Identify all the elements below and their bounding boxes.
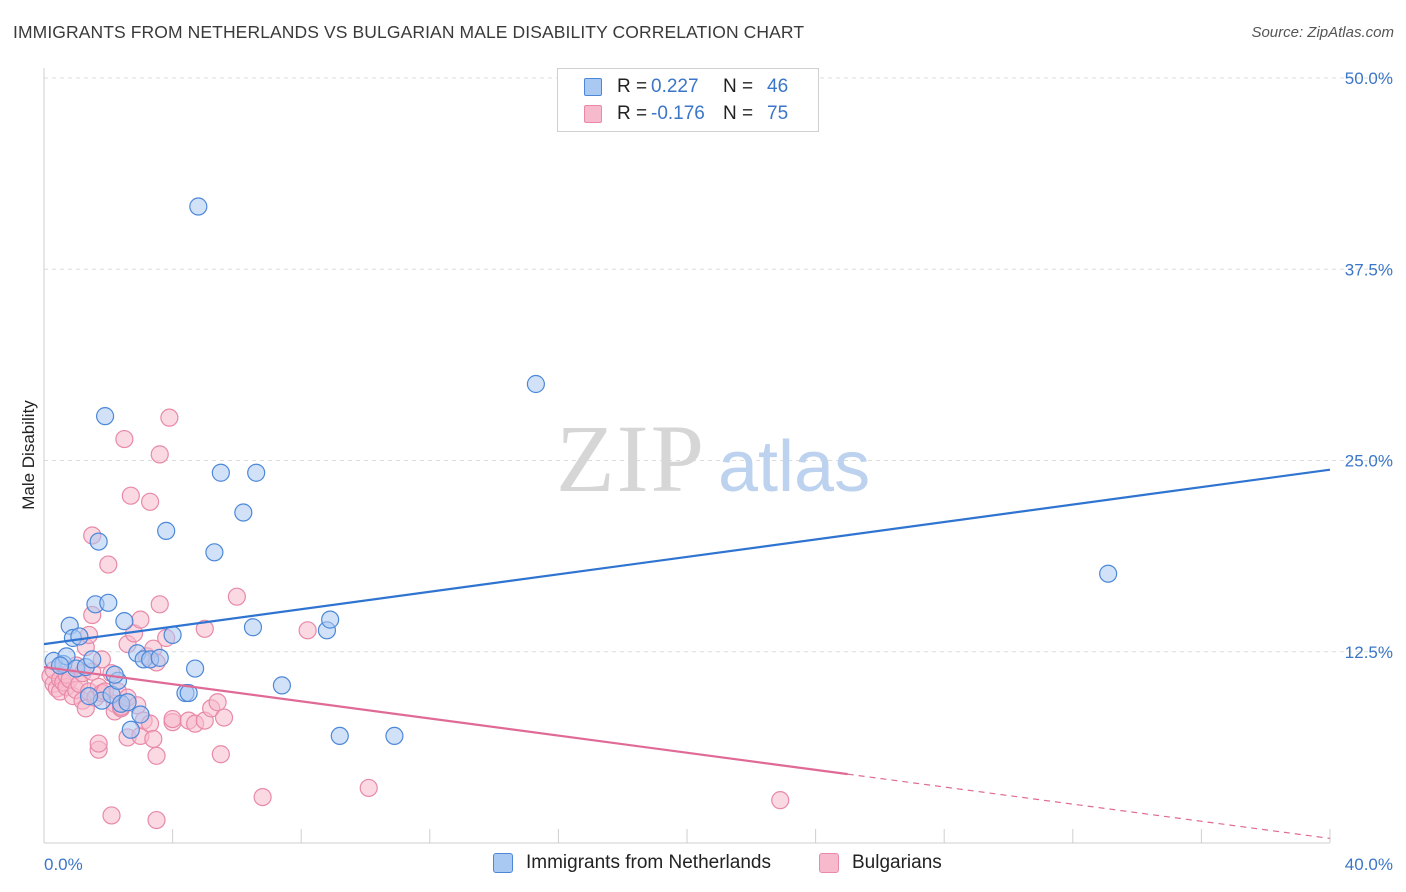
netherlands-point <box>89 532 108 551</box>
netherlands-point <box>205 543 224 562</box>
legend-row-bulgarians: R = -0.176 N = 75 <box>584 101 788 127</box>
gridlines <box>44 77 1393 653</box>
bulgarians-point <box>115 429 134 449</box>
netherlands-point <box>95 407 115 426</box>
netherlands-point <box>1099 564 1118 583</box>
legend-n-label: N = <box>723 103 754 124</box>
bulgarians-point <box>163 709 182 729</box>
netherlands-point <box>131 705 150 724</box>
legend-r-label: R = <box>617 76 648 97</box>
netherlands-point <box>243 618 263 637</box>
bottom-legend-label-bulgarians: Bulgarians <box>852 852 942 873</box>
bulgarians-point <box>144 729 163 749</box>
bottom-legend-bulgarians: Bulgarians <box>819 852 942 874</box>
netherlands-point <box>115 612 134 631</box>
legend-n-label: N = <box>723 76 754 97</box>
netherlands-point <box>385 726 404 746</box>
bulgarians-point <box>89 734 108 753</box>
trend-lines <box>43 468 1331 840</box>
bottom-swatch-netherlands <box>493 853 513 873</box>
bulgarians-trend-line <box>43 665 848 776</box>
x-tick-label-max: 40.0% <box>1345 855 1393 874</box>
tick-labels: 12.5% 25.0% 37.5% 50.0% <box>1345 69 1393 662</box>
netherlands-point <box>179 683 198 703</box>
bulgarians-point <box>121 486 140 505</box>
legend-r-value: 0.227 <box>651 76 699 97</box>
netherlands-point <box>321 610 340 629</box>
netherlands-point <box>163 625 182 645</box>
netherlands-point <box>79 687 99 706</box>
axes <box>43 68 1331 844</box>
y-tick-label: 25.0% <box>1345 452 1393 471</box>
bottom-legend-label-netherlands: Immigrants from Netherlands <box>526 852 771 873</box>
netherlands-point <box>211 463 230 482</box>
bulgarians-point <box>140 492 160 511</box>
watermark: ZIP atlas <box>556 405 870 512</box>
bottom-swatch-bulgarians <box>819 853 839 873</box>
legend-row-netherlands: R = 0.227 N = 46 <box>584 74 788 100</box>
bulgarians-point <box>99 555 118 574</box>
bulgarians-point <box>298 621 317 640</box>
netherlands-point <box>247 463 266 482</box>
bulgarians-point <box>150 595 169 614</box>
source-credit: Source: ZipAtlas.com <box>1251 24 1394 41</box>
y-tick-label: 50.0% <box>1345 69 1393 88</box>
y-tick-label: 12.5% <box>1345 643 1393 662</box>
bulgarians-point <box>214 708 234 727</box>
bulgarians-point <box>195 619 214 638</box>
netherlands-trend-line <box>43 468 1331 646</box>
netherlands-point <box>330 726 349 746</box>
legend-r-label: R = <box>617 103 648 124</box>
y-axis-label: Male Disability <box>19 400 38 510</box>
bulgarians-point <box>253 787 272 807</box>
bulgarians-point <box>131 610 150 629</box>
bulgarians-point <box>771 791 790 810</box>
netherlands-point <box>150 648 169 667</box>
x-tick-label-min: 0.0% <box>44 855 83 874</box>
legend-n-value: 46 <box>767 76 789 97</box>
netherlands-point <box>526 374 545 394</box>
bulgarians-point <box>208 693 227 712</box>
netherlands-point <box>121 720 140 739</box>
netherlands-point <box>272 676 292 695</box>
netherlands-points <box>44 197 1118 746</box>
netherlands-point <box>189 197 208 216</box>
bulgarians-trend-extension <box>847 773 1331 840</box>
y-tick-label: 37.5% <box>1345 260 1393 279</box>
netherlands-point <box>70 627 89 646</box>
bulgarians-point <box>147 810 166 830</box>
netherlands-point <box>118 693 137 712</box>
chart-title: IMMIGRANTS FROM NETHERLANDS VS BULGARIAN… <box>13 22 805 42</box>
legend-n-value: 75 <box>767 103 789 124</box>
bulgarians-point <box>147 746 166 765</box>
watermark-atlas: atlas <box>718 427 870 507</box>
legend-swatch-netherlands <box>584 78 602 96</box>
bulgarians-point <box>227 587 246 606</box>
watermark-zip: ZIP <box>556 405 706 512</box>
netherlands-point <box>83 650 102 669</box>
bulgarians-point <box>211 745 230 764</box>
legend-r-value: -0.176 <box>651 103 705 124</box>
bulgarians-point <box>359 778 378 798</box>
correlation-legend: R = 0.227 N = 46 R = -0.176 N = 75 <box>557 68 819 132</box>
legend-swatch-bulgarians <box>584 105 602 123</box>
bulgarians-point <box>150 445 169 464</box>
netherlands-point <box>157 521 176 540</box>
netherlands-point <box>99 593 118 612</box>
netherlands-point <box>234 503 253 522</box>
bottom-legend-netherlands: Immigrants from Netherlands <box>493 852 771 874</box>
bulgarians-point <box>160 408 179 427</box>
netherlands-point <box>50 656 70 675</box>
netherlands-point <box>186 659 205 678</box>
bulgarians-point <box>102 806 121 825</box>
